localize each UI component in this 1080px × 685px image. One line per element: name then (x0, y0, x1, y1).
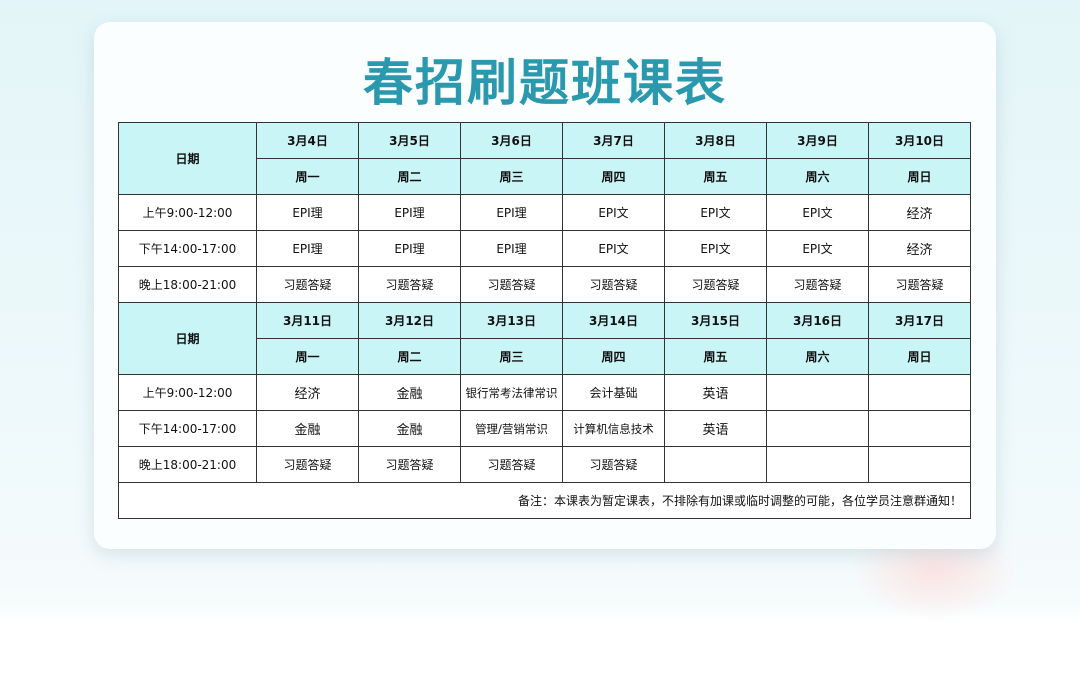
course-cell: 习题答疑 (358, 266, 461, 303)
course-cell: 习题答疑 (562, 446, 665, 483)
date-cell: 3月12日 (358, 302, 461, 339)
note-text: 备注：本课表为暂定课表，不排除有加课或临时调整的可能，各位学员注意群通知！ (118, 482, 971, 519)
course-cell: EPI文 (562, 194, 665, 231)
course-cell: 习题答疑 (868, 266, 971, 303)
weekday-cell: 周六 (766, 338, 869, 375)
course-cell: 经济 (868, 194, 971, 231)
course-cell: EPI文 (766, 230, 869, 267)
schedule-table: 日期 3月4日 3月5日 3月6日 3月7日 3月8日 3月9日 3月10日 周一 周二 周三 周四周… (118, 122, 971, 519)
course-cell: EPI理 (256, 230, 359, 267)
time-slot-cell: 晚上18:00-21:00 (118, 446, 257, 483)
time-slot-cell: 下午14:00-17:00 (118, 410, 257, 447)
weekday-cell: 周二 (358, 158, 461, 195)
course-cell: 经济 (256, 374, 359, 411)
date-cell: 3月14日 (562, 302, 665, 339)
course-cell: 习题答疑 (766, 266, 869, 303)
course-cell: EPI理 (460, 230, 563, 267)
course-cell: 金融 (358, 374, 461, 411)
time-slot-cell: 晚上18:00-21:00 (118, 266, 257, 303)
weekday-cell: 周四 (562, 338, 665, 375)
weekday-cell: 周五 (664, 338, 767, 375)
course-cell: 会计基础 (562, 374, 665, 411)
course-cell (868, 446, 971, 483)
page-title: 春招刷题班课表 (363, 53, 727, 112)
course-cell: 英语 (664, 410, 767, 447)
date-cell: 3月9日 (766, 122, 869, 159)
course-cell: 管理/营销常识 (460, 410, 563, 447)
time-slot-cell: 上午9:00-12:00 (118, 194, 257, 231)
course-cell: 金融 (358, 410, 461, 447)
date-cell: 3月16日 (766, 302, 869, 339)
weekday-cell: 周二 (358, 338, 461, 375)
date-cell: 3月6日 (460, 122, 563, 159)
course-cell: 英语 (664, 374, 767, 411)
course-cell (766, 446, 869, 483)
course-cell: EPI理 (460, 194, 563, 231)
weekday-cell: 周日 (868, 338, 971, 375)
time-slot-cell: 上午9:00-12:00 (118, 374, 257, 411)
date-cell: 3月4日 (256, 122, 359, 159)
weekday-cell: 周日 (868, 158, 971, 195)
course-cell: EPI理 (256, 194, 359, 231)
course-cell: 金融 (256, 410, 359, 447)
table-row: 下午14:00-17:00 EPI理 EPI理 EPI理 EPI文 EPI文 EPI文 经济 (118, 230, 971, 267)
weekday-cell: 周四 (562, 158, 665, 195)
course-cell (766, 374, 869, 411)
note-row: 备注：本课表为暂定课表，不排除有加课或临时调整的可能，各位学员注意群通知！ (118, 482, 971, 519)
course-cell: 习题答疑 (358, 446, 461, 483)
course-cell: EPI文 (562, 230, 665, 267)
course-cell: EPI理 (358, 194, 461, 231)
date-cell: 3月8日 (664, 122, 767, 159)
table-row: 下午14:00-17:00 金融 金融 管理/营销常识 计算机信息技术 英语 (118, 410, 971, 447)
weekday-cell: 周三 (460, 338, 563, 375)
date-cell: 3月17日 (868, 302, 971, 339)
course-cell: 习题答疑 (664, 266, 767, 303)
course-cell: 银行常考法律常识 (460, 374, 563, 411)
weekday-row: 周一 周二 周三 周四 周五 周六 周日 (119, 158, 971, 195)
course-cell (664, 446, 767, 483)
date-row: 日期 3月11日 3月12日 3月13日 3月14日 3月15日 3月16日 3月17日 (118, 302, 971, 375)
date-cell: 3月7日 (562, 122, 665, 159)
table-row: 上午9:00-12:00 经济 金融 银行常考法律常识 会计基础 英语 (118, 374, 971, 411)
course-cell: 习题答疑 (256, 266, 359, 303)
weekday-cell: 周六 (766, 158, 869, 195)
course-cell (766, 410, 869, 447)
course-cell: 习题答疑 (460, 266, 563, 303)
date-cell: 3月15日 (664, 302, 767, 339)
table-row: 上午9:00-12:00 EPI理 EPI理 EPI理 EPI文 EPI文 EPI文 经济 (118, 194, 971, 231)
course-cell: EPI文 (766, 194, 869, 231)
course-cell (868, 410, 971, 447)
date-cell: 3月13日 (460, 302, 563, 339)
course-cell: 经济 (868, 230, 971, 267)
weekday-cell: 周一 (256, 158, 359, 195)
date-cell: 3月5日 (358, 122, 461, 159)
date-cell: 3月10日 (868, 122, 971, 159)
date-cell: 3月11日 (256, 302, 359, 339)
date-row: 日期 3月4日 3月5日 3月6日 3月7日 3月8日 3月9日 3月10日 (118, 122, 971, 195)
table-row: 晚上18:00-21:00 习题答疑 习题答疑 习题答疑 习题答疑 (118, 446, 971, 483)
course-cell: EPI文 (664, 194, 767, 231)
course-cell: 习题答疑 (460, 446, 563, 483)
weekday-row: 周一 周二 周三 周四 周五 周六 周日 (119, 338, 971, 375)
time-slot-cell: 下午14:00-17:00 (118, 230, 257, 267)
weekday-cell: 周三 (460, 158, 563, 195)
course-cell: 计算机信息技术 (562, 410, 665, 447)
course-cell: 习题答疑 (562, 266, 665, 303)
date-label-cell: 日期 (118, 122, 257, 195)
table-row: 晚上18:00-21:00 习题答疑 习题答疑 习题答疑 习题答疑 习题答疑 习题答疑 习题答… (118, 266, 971, 303)
course-cell: EPI文 (664, 230, 767, 267)
date-label-cell: 日期 (118, 302, 257, 375)
weekday-cell: 周一 (256, 338, 359, 375)
weekday-cell: 周五 (664, 158, 767, 195)
course-cell: 习题答疑 (256, 446, 359, 483)
course-cell (868, 374, 971, 411)
course-cell: EPI理 (358, 230, 461, 267)
